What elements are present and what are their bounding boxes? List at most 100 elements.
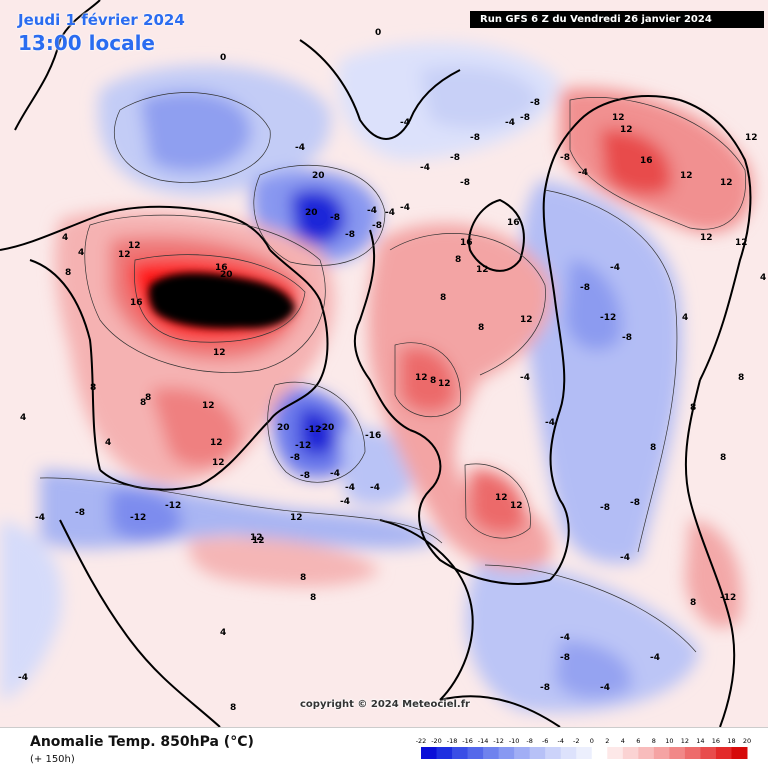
red-core-siberia — [470, 469, 526, 534]
contour-value-label: -8 — [560, 653, 570, 663]
blue-zone-scandinavia — [340, 428, 412, 506]
legend-swatch — [421, 747, 438, 759]
contour-value-label: -12 — [720, 593, 736, 603]
contour-value-label: 20 — [277, 423, 290, 433]
legend-swatch — [731, 747, 748, 759]
contour-value-label: 12 — [212, 458, 225, 468]
lead-time-label: (+ 150h) — [30, 754, 75, 765]
extreme-anomaly-core — [148, 272, 295, 329]
legend-tick-label: 18 — [727, 737, 735, 745]
legend-swatch — [529, 747, 546, 759]
contour-value-label: -8 — [580, 283, 590, 293]
contour-value-label: 16 — [640, 156, 653, 166]
contour-value-label: 20 — [312, 171, 325, 181]
legend-swatch — [483, 747, 500, 759]
contour-value-label: 8 — [310, 593, 316, 603]
contour-value-label: 8 — [230, 703, 236, 713]
contour-value-label: 12 — [250, 533, 263, 543]
contour-value-label: -8 — [560, 153, 570, 163]
legend-tick-label: 20 — [743, 737, 751, 745]
contour-value-label: -8 — [300, 471, 310, 481]
red-core-barents — [400, 347, 456, 413]
contour-value-label: -4 — [545, 418, 555, 428]
contour-value-label: -4 — [520, 373, 530, 383]
legend-tick-label: 10 — [665, 737, 673, 745]
contour-value-label: 8 — [650, 443, 656, 453]
legend-swatch — [514, 747, 531, 759]
contour-value-label: 12 — [118, 250, 131, 260]
blue-zone-arctic-core — [420, 66, 540, 129]
contour-value-label: 16 — [460, 238, 473, 248]
legend-tick-label: 6 — [636, 737, 640, 745]
legend-tick-label: 4 — [621, 737, 625, 745]
contour-value-label: -4 — [367, 206, 377, 216]
legend-swatch — [607, 747, 624, 759]
legend-tick-label: -2 — [573, 737, 579, 745]
contour-value-label: 8 — [145, 393, 151, 403]
contour-value-label: 12 — [415, 373, 428, 383]
contour-value-label: 20 — [305, 208, 318, 218]
contour-value-label: 8 — [65, 268, 71, 278]
contour-value-label: 4 — [62, 233, 68, 243]
forecast-time-title: 13:00 locale — [18, 31, 155, 55]
anomaly-fill-layer — [0, 42, 752, 713]
legend-tick-label: -22 — [416, 737, 427, 745]
contour-value-label: 8 — [455, 255, 461, 265]
red-zone-arctic-russia — [368, 223, 552, 570]
contour-line-2 — [84, 214, 326, 373]
contour-value-label: 4 — [105, 438, 111, 448]
contour-value-label: 4 — [220, 628, 226, 638]
legend-swatch — [452, 747, 469, 759]
coastline-layer — [0, 0, 752, 727]
contour-value-label: 12 — [745, 133, 758, 143]
contour-line-3 — [134, 254, 306, 343]
red-zone-north-america-south — [189, 536, 380, 587]
contour-value-label: -4 — [420, 163, 430, 173]
contour-value-label: 8 — [690, 403, 696, 413]
legend-tick-label: 8 — [652, 737, 656, 745]
contour-value-label: -8 — [530, 98, 540, 108]
contour-value-label: -8 — [290, 453, 300, 463]
contour-value-label: 12 — [612, 113, 625, 123]
contour-value-label: 12 — [495, 493, 508, 503]
contour-line-7 — [253, 164, 386, 266]
contour-value-label: 12 — [735, 238, 748, 248]
contour-value-label: -4 — [650, 653, 660, 663]
contour-value-label: -4 — [345, 483, 355, 493]
contour-value-label: -4 — [35, 513, 45, 523]
contour-value-label: 4 — [20, 413, 26, 423]
legend-swatch — [591, 747, 608, 759]
coastline-2 — [0, 205, 271, 251]
contour-value-label: -4 — [385, 208, 395, 218]
contour-value-label: -4 — [610, 263, 620, 273]
legend-tick-label: -4 — [557, 737, 563, 745]
coastline-island — [468, 198, 525, 272]
legend-swatch — [622, 747, 639, 759]
legend-tick-label: 2 — [605, 737, 609, 745]
blue-core-east-siberia — [565, 260, 622, 351]
legend-swatch — [576, 747, 593, 759]
blue-core-north-siberia — [140, 91, 251, 172]
legend-swatch — [669, 747, 686, 759]
contour-value-label: 8 — [440, 293, 446, 303]
contour-value-label: 12 — [128, 241, 141, 251]
contour-value-label: -12 — [600, 313, 616, 323]
contour-value-label: 12 — [510, 501, 523, 511]
contour-value-label: 12 — [210, 438, 223, 448]
contour-value-label: -8 — [630, 498, 640, 508]
contour-value-label: 12 — [620, 125, 633, 135]
contour-value-label: -12 — [305, 425, 321, 435]
contour-value-label: 12 — [290, 513, 303, 523]
red-zone-east-edge — [685, 520, 742, 628]
coastline-7 — [409, 429, 551, 585]
contour-value-label: 12 — [680, 171, 693, 181]
coastline-13 — [439, 695, 561, 727]
contour-value-label: -8 — [470, 133, 480, 143]
contour-value-label: -4 — [400, 203, 410, 213]
contour-value-label: -4 — [340, 497, 350, 507]
legend-tick-label: -20 — [431, 737, 442, 745]
footer-bar: Anomalie Temp. 850hPa (°C) (+ 150h) -22-… — [0, 727, 768, 769]
blue-core-europe-north — [300, 409, 336, 456]
contour-value-label: -8 — [345, 230, 355, 240]
contour-value-label: 12 — [213, 348, 226, 358]
